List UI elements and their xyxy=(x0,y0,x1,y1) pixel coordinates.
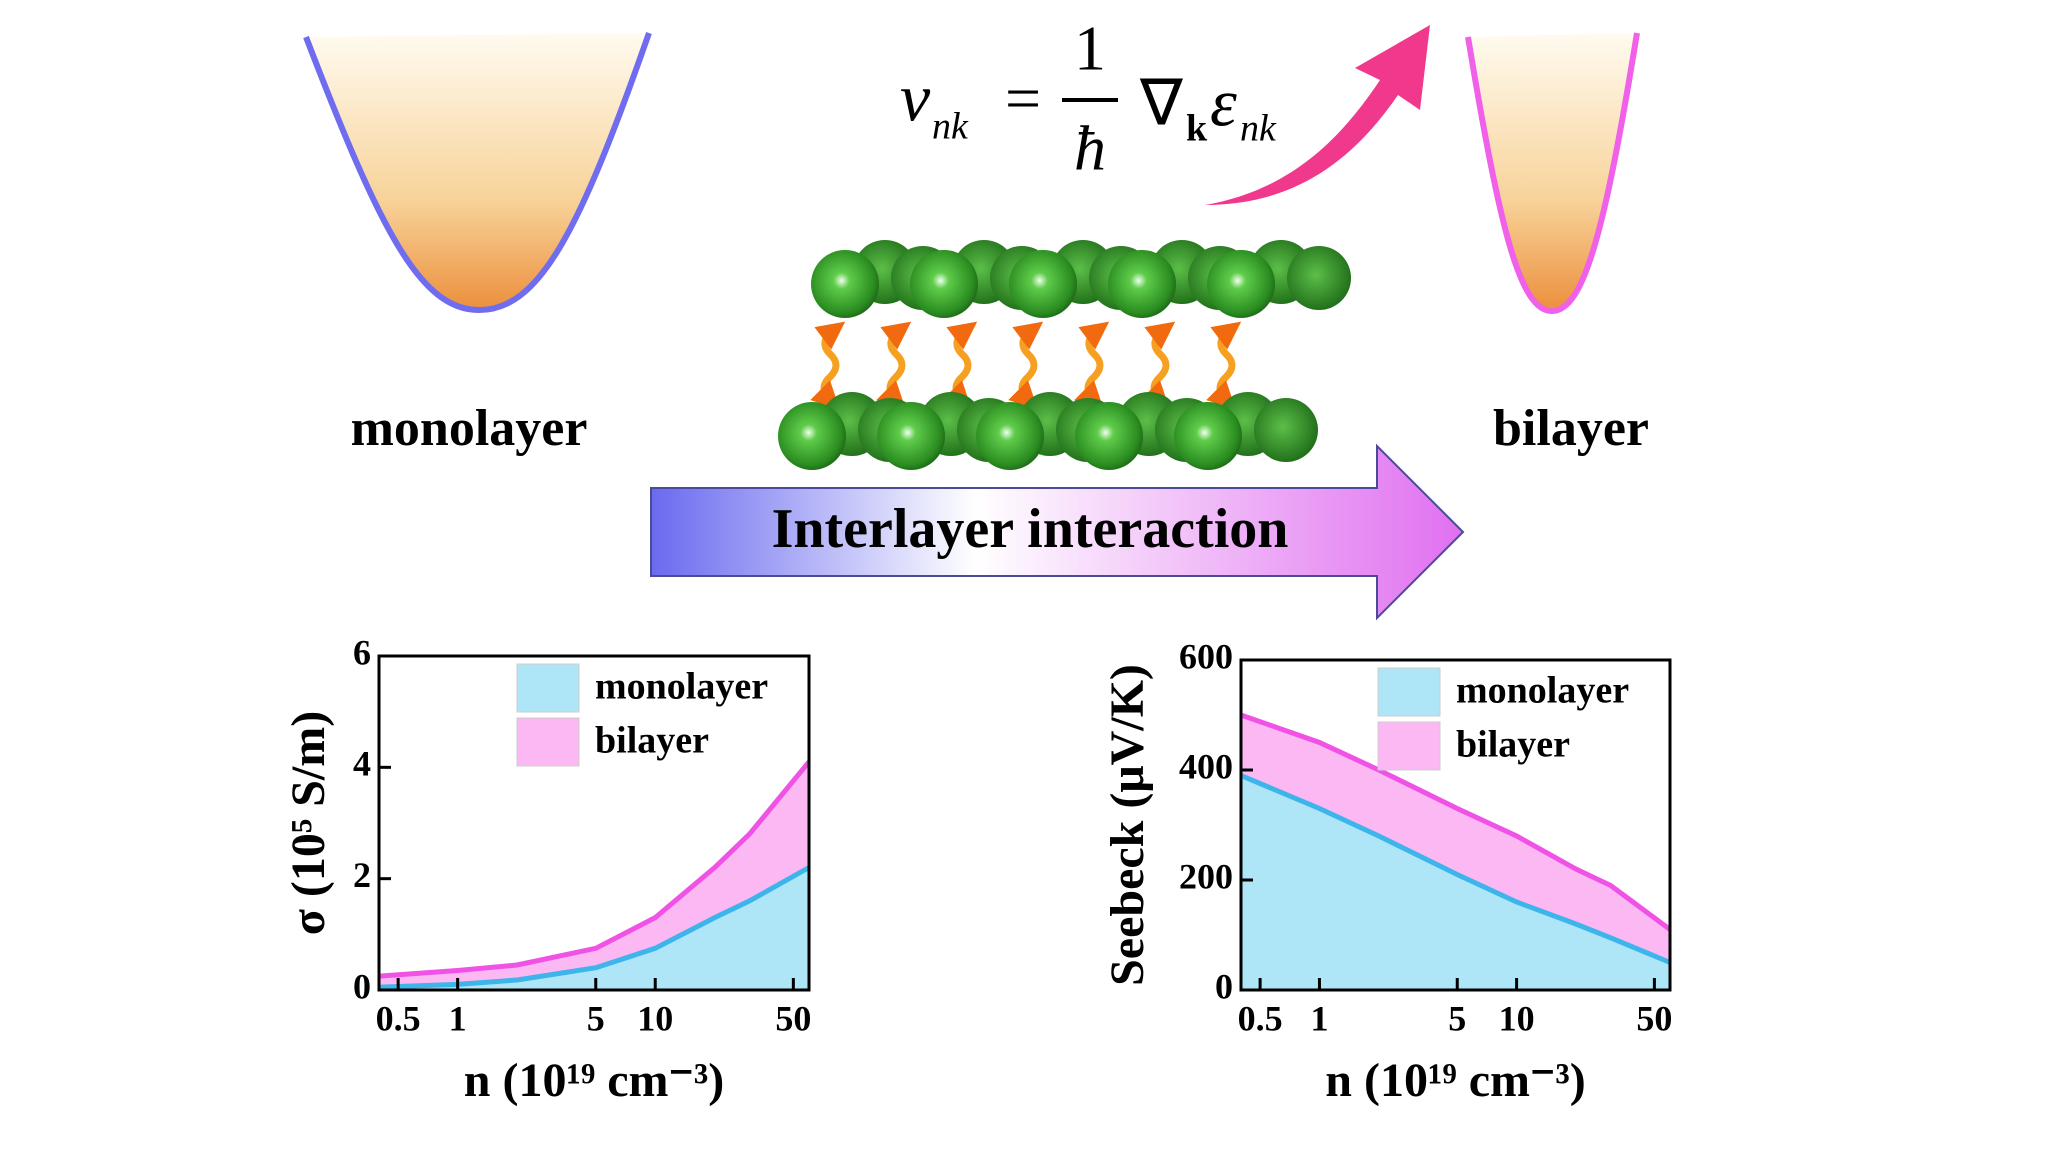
band-curve xyxy=(1465,32,1640,315)
x-tick-label: 50 xyxy=(1636,998,1672,1038)
y-tick-label: 6 xyxy=(353,632,371,672)
interaction-arrow-small xyxy=(1074,321,1110,410)
eq-sub: nk xyxy=(932,106,969,148)
atom xyxy=(1108,250,1176,318)
curved-arrow xyxy=(1205,25,1430,205)
y-axis-label: σ (10⁵ S/m) xyxy=(282,711,335,935)
interaction-arrow-small xyxy=(1140,321,1176,410)
series-line xyxy=(1240,773,1671,965)
monolayer-label: monolayer xyxy=(351,400,588,457)
eq-epsilon: ε xyxy=(1210,65,1237,141)
series-line xyxy=(378,865,811,990)
legend-swatch xyxy=(1377,721,1441,771)
legend-label: bilayer xyxy=(1456,724,1570,766)
x-tick-label: 10 xyxy=(1499,998,1535,1038)
x-tick-label: 10 xyxy=(637,998,673,1038)
legend-label: bilayer xyxy=(595,720,709,762)
legend-label: monolayer xyxy=(1456,670,1629,712)
legend-label: monolayer xyxy=(595,666,768,708)
x-axis-label: n (10¹⁹ cm⁻³) xyxy=(1325,1054,1585,1107)
arrow-label: Interlayer interaction xyxy=(772,498,1289,560)
x-tick-label: 1 xyxy=(1310,998,1328,1038)
atom xyxy=(1254,398,1318,462)
interaction-arrow-small xyxy=(942,321,978,410)
atom xyxy=(1075,402,1143,470)
area-fill xyxy=(379,867,809,990)
y-tick-label: 200 xyxy=(1179,856,1233,896)
area-fill xyxy=(1241,775,1670,990)
y-tick-label: 0 xyxy=(1215,966,1233,1006)
plot-frame xyxy=(377,654,811,992)
x-axis-label: n (10¹⁹ cm⁻³) xyxy=(464,1054,724,1107)
eq-equals: = xyxy=(1005,63,1041,134)
y-tick-label: 600 xyxy=(1179,636,1233,676)
eq-sub: nk xyxy=(1240,108,1277,150)
interaction-arrow-small xyxy=(1206,321,1242,410)
eq-denominator: ħ xyxy=(1074,113,1106,184)
atom xyxy=(1207,250,1275,318)
atom xyxy=(1174,402,1242,470)
x-tick-label: 1 xyxy=(449,998,467,1038)
interaction-arrow-small xyxy=(810,321,846,410)
eq-sub: k xyxy=(1186,108,1208,150)
series-line xyxy=(1240,712,1672,932)
x-tick-label: 0.5 xyxy=(1238,998,1283,1038)
series-line xyxy=(378,760,811,979)
y-tick-label: 2 xyxy=(353,855,371,895)
atom xyxy=(976,402,1044,470)
atom xyxy=(778,402,846,470)
bilayer-label: bilayer xyxy=(1493,400,1649,457)
atom xyxy=(1287,246,1351,310)
x-tick-label: 5 xyxy=(1448,998,1466,1038)
atom xyxy=(1009,250,1077,318)
band-curve xyxy=(303,32,652,314)
legend-swatch xyxy=(516,663,580,713)
atom xyxy=(811,250,879,318)
legend-swatch xyxy=(516,717,580,767)
interaction-arrow-small xyxy=(876,321,912,410)
x-tick-label: 50 xyxy=(775,998,811,1038)
plot-frame xyxy=(1239,658,1672,992)
y-axis-label: Seebeck (μV/K) xyxy=(1101,664,1154,986)
equation: v nk = 1 ħ ∇ k ε nk xyxy=(900,13,1277,184)
legend-swatch xyxy=(1377,667,1441,717)
x-tick-label: 5 xyxy=(587,998,605,1038)
atom-layers xyxy=(778,240,1351,470)
y-tick-label: 4 xyxy=(353,744,371,784)
atom xyxy=(877,402,945,470)
eq-v: v xyxy=(900,60,931,136)
eq-numerator: 1 xyxy=(1074,13,1106,84)
atom xyxy=(910,250,978,318)
interaction-arrow-small xyxy=(1008,321,1044,410)
eq-nabla: ∇ xyxy=(1139,68,1183,139)
y-tick-label: 400 xyxy=(1179,746,1233,786)
y-tick-label: 0 xyxy=(353,966,371,1006)
interaction-arrow xyxy=(650,443,1465,621)
x-tick-label: 0.5 xyxy=(376,998,421,1038)
